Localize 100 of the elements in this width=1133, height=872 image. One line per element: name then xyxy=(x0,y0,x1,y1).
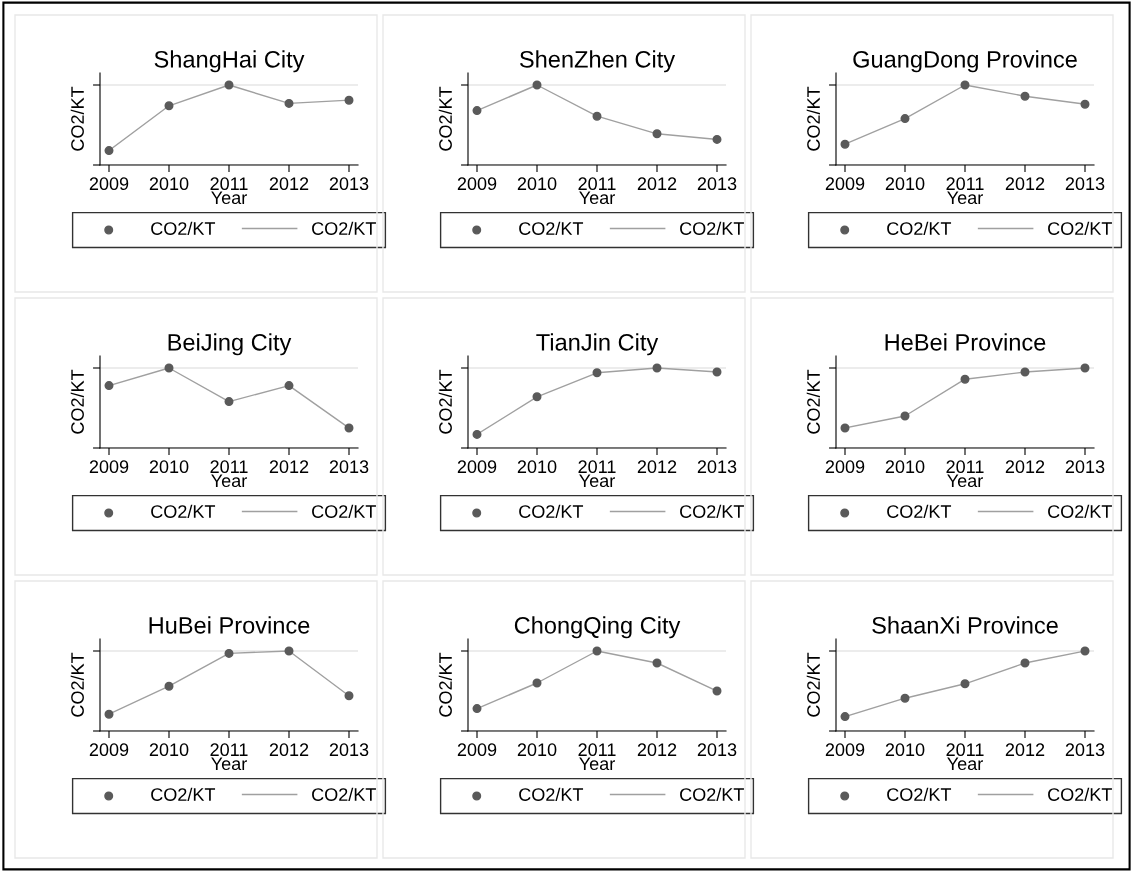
point xyxy=(344,423,354,433)
legend-label: CO2/KT xyxy=(887,221,952,235)
point xyxy=(472,106,482,116)
legend-label: CO2/KT xyxy=(1048,787,1112,801)
x-tick-label: 2011 xyxy=(578,743,616,757)
y-axis-title: CO2/KT xyxy=(806,86,820,151)
x-axis-title: Year xyxy=(211,191,247,205)
legend-label: CO2/KT xyxy=(312,504,376,518)
x-tick-label: 2013 xyxy=(1065,743,1105,757)
legend-label: CO2/KT xyxy=(887,504,952,518)
x-axis-title: Year xyxy=(579,191,615,205)
point xyxy=(652,658,662,668)
chart-title: ChongQing City xyxy=(514,616,681,639)
point xyxy=(1020,367,1030,377)
legend-label: CO2/KT xyxy=(519,787,584,801)
point xyxy=(224,80,234,90)
point xyxy=(840,139,850,149)
point xyxy=(960,80,970,90)
point xyxy=(532,392,542,402)
x-tick-label: 2012 xyxy=(637,460,677,474)
x-tick-label: 2013 xyxy=(1065,460,1105,474)
point xyxy=(224,397,234,407)
chart-title: GuangDong Province xyxy=(853,50,1077,73)
point xyxy=(1080,363,1090,373)
x-tick-label: 2013 xyxy=(697,177,737,191)
point xyxy=(532,80,542,90)
x-tick-label: 2010 xyxy=(517,743,557,757)
y-axis-title: CO2/KT xyxy=(438,369,452,434)
y-axis-title: CO2/KT xyxy=(70,86,84,151)
x-axis-title: Year xyxy=(947,191,983,205)
y-axis-title: CO2/KT xyxy=(438,652,452,717)
x-tick-label: 2012 xyxy=(1005,743,1045,757)
y-axis-title: CO2/KT xyxy=(806,369,820,434)
point xyxy=(104,709,114,719)
legend-label: CO2/KT xyxy=(1048,221,1112,235)
y-axis-title: CO2/KT xyxy=(806,652,820,717)
legend-label: CO2/KT xyxy=(519,221,584,235)
x-tick-label: 2011 xyxy=(946,743,984,757)
x-axis-title: Year xyxy=(579,474,615,488)
x-axis-title: Year xyxy=(579,757,615,771)
point xyxy=(1080,99,1090,109)
y-axis-title: CO2/KT xyxy=(70,652,84,717)
point xyxy=(164,101,174,111)
x-tick-label: 2010 xyxy=(885,460,925,474)
x-tick-label: 2009 xyxy=(457,460,497,474)
point xyxy=(652,363,662,373)
x-axis-title: Year xyxy=(947,474,983,488)
legend-label: CO2/KT xyxy=(887,787,952,801)
x-tick-label: 2010 xyxy=(885,177,925,191)
x-tick-label: 2010 xyxy=(149,460,189,474)
x-tick-label: 2009 xyxy=(89,460,129,474)
point xyxy=(472,429,482,439)
x-tick-label: 2012 xyxy=(269,743,309,757)
x-tick-label: 2012 xyxy=(1005,177,1045,191)
x-tick-label: 2012 xyxy=(269,460,309,474)
x-tick-label: 2010 xyxy=(885,743,925,757)
point xyxy=(472,704,482,714)
point xyxy=(1080,646,1090,656)
x-tick-label: 2009 xyxy=(89,177,129,191)
point xyxy=(840,712,850,722)
point xyxy=(344,691,354,701)
point xyxy=(104,146,114,156)
point xyxy=(164,363,174,373)
x-tick-label: 2009 xyxy=(457,177,497,191)
x-tick-label: 2009 xyxy=(825,743,865,757)
legend-label: CO2/KT xyxy=(151,504,216,518)
x-tick-label: 2010 xyxy=(149,177,189,191)
point xyxy=(1020,91,1030,101)
point xyxy=(592,646,602,656)
point xyxy=(960,679,970,689)
legend-label: CO2/KT xyxy=(680,504,744,518)
x-tick-label: 2010 xyxy=(517,460,557,474)
chart-title: ShenZhen City xyxy=(519,50,676,73)
point xyxy=(900,411,910,421)
legend-label: CO2/KT xyxy=(312,787,376,801)
x-tick-label: 2013 xyxy=(329,743,369,757)
chart-title: TianJin City xyxy=(536,333,659,356)
x-tick-label: 2011 xyxy=(578,177,616,191)
x-tick-label: 2011 xyxy=(946,177,984,191)
point xyxy=(284,646,294,656)
chart-title: BeiJing City xyxy=(168,333,292,356)
x-tick-label: 2011 xyxy=(578,460,616,474)
x-tick-label: 2010 xyxy=(517,177,557,191)
point xyxy=(900,693,910,703)
x-tick-label: 2010 xyxy=(149,743,189,757)
x-tick-label: 2012 xyxy=(637,743,677,757)
x-axis-title: Year xyxy=(211,757,247,771)
legend-label: CO2/KT xyxy=(680,787,744,801)
y-axis-title: CO2/KT xyxy=(70,369,84,434)
x-axis-title: Year xyxy=(947,757,983,771)
legend-label: CO2/KT xyxy=(680,221,744,235)
x-tick-label: 2009 xyxy=(825,460,865,474)
chart-title: ShangHai City xyxy=(154,50,305,73)
point xyxy=(712,367,722,377)
x-tick-label: 2011 xyxy=(946,460,984,474)
point xyxy=(532,678,542,688)
x-tick-label: 2009 xyxy=(825,177,865,191)
x-tick-label: 2013 xyxy=(329,460,369,474)
legend-label: CO2/KT xyxy=(1048,504,1112,518)
point xyxy=(840,423,850,433)
